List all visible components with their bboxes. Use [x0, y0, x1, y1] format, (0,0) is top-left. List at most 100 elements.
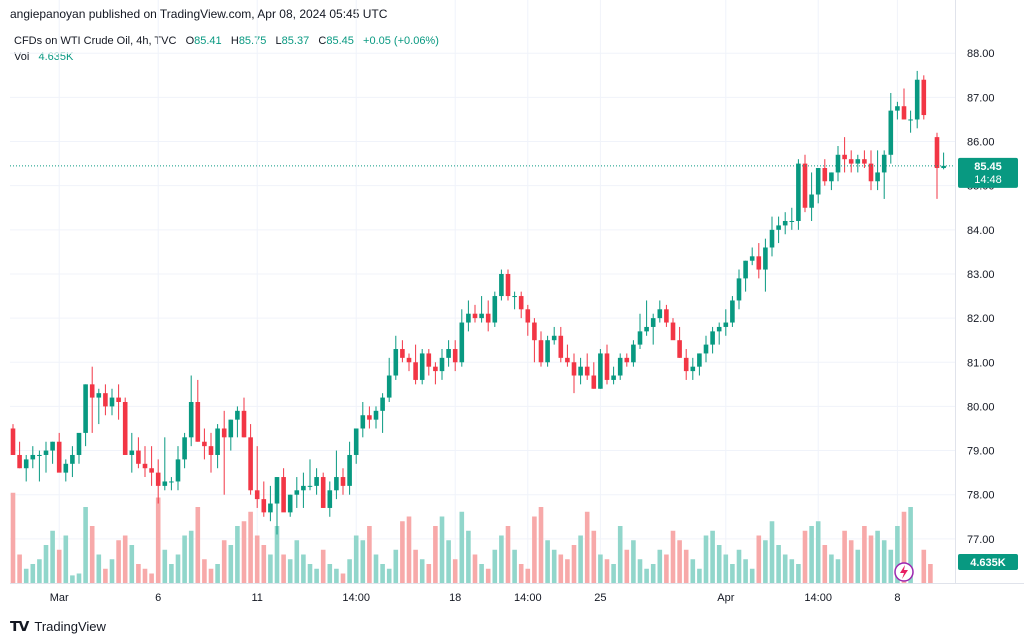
candle-body [320, 477, 326, 508]
x-tick-label: 14:00 [514, 592, 542, 604]
candle-body [604, 353, 610, 380]
volume-bar [221, 540, 227, 583]
candle-body [855, 159, 861, 164]
volume-bar [551, 549, 557, 583]
volume-bar [895, 526, 900, 583]
candle-body [202, 441, 207, 447]
candle-body [941, 165, 946, 169]
volume-bar [281, 554, 286, 583]
volume-bar [650, 564, 656, 583]
volume-bar [426, 564, 432, 583]
candle-body [287, 494, 293, 513]
volume-bar [604, 559, 610, 583]
candle-body [578, 366, 583, 376]
candle-body [479, 313, 484, 319]
x-axis[interactable]: Mar 6 11 14:00 18 14:00 25 Apr 14:00 8 [50, 592, 901, 604]
candle-body [43, 450, 49, 455]
volume-bar [703, 535, 709, 583]
volume-bar [406, 516, 412, 583]
candle-body [466, 313, 471, 323]
y-tick-label: 77.00 [967, 534, 995, 546]
candle-body [235, 410, 240, 420]
volume-bar [789, 559, 795, 583]
candle-body [347, 454, 352, 486]
y-tick-label: 83.00 [967, 269, 995, 281]
candle-body [875, 172, 880, 182]
volume-bar [96, 554, 102, 583]
volume-bar [624, 549, 630, 583]
volume-bar [294, 540, 300, 583]
volume-bar [169, 564, 174, 583]
volume-bar [591, 530, 597, 583]
candle-body [505, 273, 511, 297]
volume-bar [452, 559, 458, 583]
change-value: +0.05 (+0.06%) [363, 35, 439, 47]
candle-body [934, 137, 940, 169]
volume-bar [518, 564, 524, 583]
x-tick-label: 18 [449, 592, 461, 604]
volume-bar [888, 549, 894, 583]
volume-bar [617, 526, 623, 583]
volume-bar [505, 526, 511, 583]
candle-body [749, 256, 755, 261]
volume-bar [202, 559, 207, 583]
volume-bar [307, 564, 313, 583]
candle-body [901, 106, 907, 120]
volume-bar [875, 530, 880, 583]
candle-body [30, 454, 36, 460]
x-tick-label: 25 [594, 592, 606, 604]
volume-bar [756, 535, 762, 583]
candle-body [895, 106, 900, 111]
volume-bar [37, 559, 42, 583]
candle-body [703, 344, 709, 354]
candle-body [360, 415, 366, 429]
volume-bar [393, 549, 399, 583]
volume-bar [50, 530, 55, 583]
x-tick-label: 14:00 [804, 592, 832, 604]
y-tick-label: 88.00 [967, 48, 995, 60]
candle-body [215, 428, 220, 455]
candle-body [116, 397, 121, 402]
volume-bar [657, 549, 663, 583]
candle-body [446, 349, 451, 358]
volume-bar [215, 564, 220, 583]
candle-body [393, 349, 399, 376]
volume-bar [182, 535, 187, 583]
volume-bar [419, 559, 425, 583]
grid [10, 0, 955, 583]
candle-body [551, 335, 557, 341]
candle-body [683, 357, 689, 372]
candle-body [261, 499, 267, 513]
volume-bar [83, 507, 88, 583]
candle-body [921, 79, 927, 116]
candle-body [677, 340, 682, 358]
volume-bar [743, 559, 748, 583]
candle-body [439, 357, 445, 372]
volume-bar [571, 545, 577, 583]
lightning-icon[interactable] [894, 562, 914, 582]
candle-body [518, 296, 524, 310]
candle-body [228, 419, 234, 438]
volume-bar [835, 559, 841, 583]
candle-body [485, 313, 491, 323]
ohlc-line: CFDs on WTI Crude Oil, 4h, TVC O85.41 H8… [14, 33, 439, 49]
volume-bar [63, 535, 69, 583]
volume-bar [320, 549, 326, 583]
candle-body [307, 485, 313, 487]
candle-body [413, 362, 418, 380]
candle-body [650, 318, 656, 327]
volume-bar [56, 549, 62, 583]
chart-legend: CFDs on WTI Crude Oil, 4h, TVC O85.41 H8… [14, 33, 439, 65]
candle-body [274, 477, 280, 504]
open-label: O [185, 35, 195, 47]
candle-body [756, 256, 762, 270]
candle-body [373, 410, 379, 420]
volume-bar [525, 568, 531, 583]
y-axis[interactable]: 77.00 78.00 79.00 80.00 81.00 82.00 83.00 84.00… [967, 48, 995, 546]
volume-bar [334, 568, 339, 583]
candle-body [565, 357, 570, 363]
footer-brand: 𝗧𝗩 TradingView [10, 618, 106, 635]
x-tick-label: Apr [717, 592, 734, 604]
volume-bar [400, 521, 405, 583]
